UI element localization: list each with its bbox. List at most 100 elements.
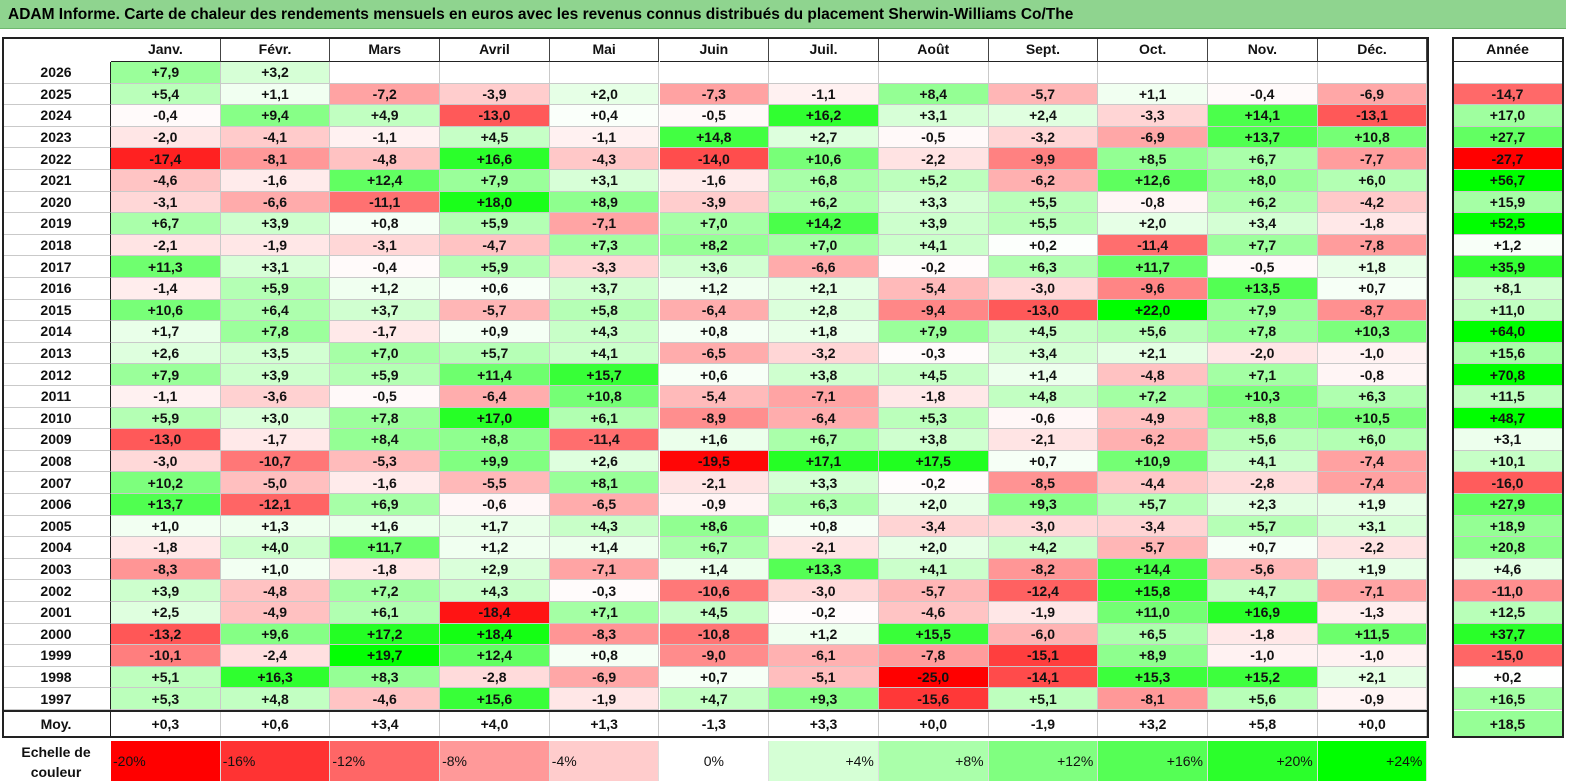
color-scale-swatch: +16% xyxy=(1098,741,1208,781)
year-label: 2008 xyxy=(2,450,111,473)
annual-cell: +12,5 xyxy=(1452,602,1564,624)
heatmap-cell: +5,3 xyxy=(111,688,221,710)
heatmap-cell: +4,1 xyxy=(878,558,989,581)
heatmap-cell: -6,9 xyxy=(549,666,660,689)
heatmap-cell: -7,7 xyxy=(1317,148,1428,170)
heatmap-cell: +12,4 xyxy=(440,645,550,667)
heatmap-cell: -0,2 xyxy=(878,472,989,494)
heatmap-cell: -8,7 xyxy=(1317,299,1428,322)
heatmap-cell: -7,4 xyxy=(1317,450,1428,473)
heatmap-cell: -3,3 xyxy=(549,256,660,278)
heatmap-cell: -10,6 xyxy=(659,580,770,602)
heatmap-cell: -5,7 xyxy=(878,580,989,602)
heatmap-cell: -0,2 xyxy=(878,256,989,278)
heatmap-cell: -0,3 xyxy=(549,580,660,602)
heatmap-cell: +0,8 xyxy=(549,645,660,667)
heatmap-cell: +1,0 xyxy=(220,558,331,581)
color-scale-swatch: +12% xyxy=(988,741,1099,781)
annual-cell: +1,2 xyxy=(1452,234,1564,257)
annual-cell: +20,8 xyxy=(1452,537,1564,559)
heatmap-cell: +8,9 xyxy=(1098,645,1208,667)
heatmap-cell: -1,7 xyxy=(330,321,441,343)
heatmap-cell: +5,7 xyxy=(440,342,550,365)
heatmap-cell: +14,4 xyxy=(1098,558,1208,581)
heatmap-cell: +9,6 xyxy=(220,623,331,646)
heatmap-cell: +10,5 xyxy=(1317,407,1428,430)
heatmap-cell: -18,4 xyxy=(440,602,550,624)
heatmap-cell: +2,1 xyxy=(1098,342,1208,365)
heatmap-cell: +22,0 xyxy=(1098,299,1208,322)
heatmap-cell: +1,2 xyxy=(330,278,441,300)
month-header: Sept. xyxy=(988,37,1099,62)
average-cell: -1,9 xyxy=(988,711,1099,738)
year-label: 2022 xyxy=(2,148,111,170)
heatmap-cell: -0,2 xyxy=(769,602,879,624)
heatmap-cell: +6,3 xyxy=(769,494,879,516)
heatmap-cell: +10,6 xyxy=(111,299,221,322)
heatmap-cell: -0,9 xyxy=(659,494,770,516)
heatmap-cell: +10,6 xyxy=(769,148,879,170)
heatmap-cell: +11,7 xyxy=(330,537,441,559)
heatmap-cell: +5,9 xyxy=(220,278,331,300)
heatmap-cell: -0,9 xyxy=(1317,688,1428,710)
heatmap-cell: +13,7 xyxy=(1208,126,1318,149)
heatmap-cell: +2,4 xyxy=(988,105,1099,127)
heatmap-cell: -14,1 xyxy=(988,666,1099,689)
heatmap-cell: +2,0 xyxy=(1098,213,1208,235)
heatmap-cell: -0,4 xyxy=(111,105,221,127)
heatmap-cell: -4,8 xyxy=(330,148,441,170)
color-scale-label-line2: couleur xyxy=(30,764,82,780)
heatmap-cell: -1,1 xyxy=(330,126,441,149)
heatmap-cell: -4,6 xyxy=(330,688,441,710)
heatmap-cell: +8,1 xyxy=(549,472,660,494)
heatmap-cell: +4,8 xyxy=(988,386,1099,408)
heatmap-cell: -13,2 xyxy=(111,623,221,646)
heatmap-cell: -7,1 xyxy=(769,386,879,408)
heatmap-cell: +5,7 xyxy=(1098,494,1208,516)
annual-cell: +3,1 xyxy=(1452,429,1564,451)
heatmap-cell: +1,7 xyxy=(111,321,221,343)
heatmap-cell: -3,9 xyxy=(440,83,550,106)
heatmap-cell: -1,8 xyxy=(111,537,221,559)
average-cell: +0,0 xyxy=(1317,711,1428,738)
heatmap-cell: +5,1 xyxy=(988,688,1099,710)
heatmap-cell: -1,0 xyxy=(1317,645,1428,667)
heatmap-cell: -19,5 xyxy=(659,450,770,473)
month-header: Mars xyxy=(330,37,441,62)
heatmap-cell: +9,3 xyxy=(769,688,879,710)
heatmap-cell: -1,6 xyxy=(220,170,331,192)
annual-cell: -16,0 xyxy=(1452,472,1564,494)
heatmap-cell: -2,0 xyxy=(1208,342,1318,365)
heatmap-cell: -1,9 xyxy=(549,688,660,710)
heatmap-cell: -2,8 xyxy=(440,666,550,689)
annual-cell: -11,0 xyxy=(1452,580,1564,602)
heatmap-cell: -1,6 xyxy=(330,472,441,494)
heatmap-cell: -0,8 xyxy=(1317,364,1428,386)
average-label: Moy. xyxy=(2,711,111,738)
heatmap-cell: -4,1 xyxy=(220,126,331,149)
heatmap-cell: +7,9 xyxy=(111,62,221,84)
year-label: 2009 xyxy=(2,429,111,451)
heatmap-cell: -3,4 xyxy=(878,515,989,538)
heatmap-cell: -12,4 xyxy=(988,580,1099,602)
year-label: 2020 xyxy=(2,191,111,214)
heatmap-cell: +3,9 xyxy=(111,580,221,602)
color-scale-swatch: -12% xyxy=(330,741,441,781)
heatmap-cell: +3,5 xyxy=(220,342,331,365)
annual-cell: +64,0 xyxy=(1452,321,1564,343)
heatmap-cell: +3,1 xyxy=(220,256,331,278)
heatmap-cell: +4,3 xyxy=(549,515,660,538)
heatmap-cell: +17,2 xyxy=(330,623,441,646)
heatmap-cell: +2,9 xyxy=(440,558,550,581)
heatmap-cell: +12,4 xyxy=(330,170,441,192)
month-header: Déc. xyxy=(1317,37,1428,62)
heatmap-cell: +0,8 xyxy=(769,515,879,538)
heatmap-cell: +5,6 xyxy=(1098,321,1208,343)
average-cell: +0,3 xyxy=(111,711,221,738)
month-header: Janv. xyxy=(111,37,221,62)
heatmap-cell: +9,4 xyxy=(220,105,331,127)
annual-cell xyxy=(1452,62,1564,84)
annual-cell: +35,9 xyxy=(1452,256,1564,278)
heatmap-cell: -10,8 xyxy=(659,623,770,646)
heatmap-cell: -7,1 xyxy=(549,558,660,581)
